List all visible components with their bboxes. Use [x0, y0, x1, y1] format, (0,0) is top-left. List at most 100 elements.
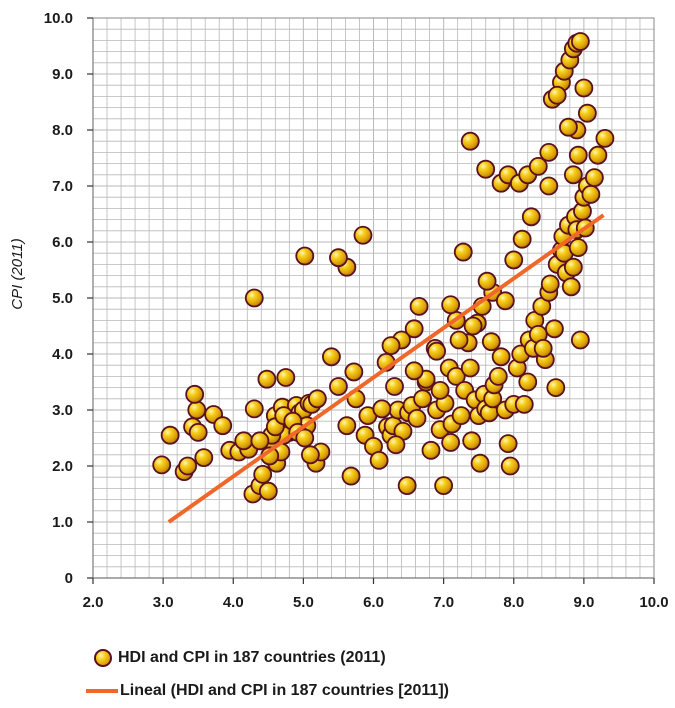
- scatter-point: [470, 453, 490, 473]
- x-tick-label: 6.0: [363, 594, 384, 611]
- scatter-point: [504, 250, 524, 270]
- legend-item-scatter: HDI and CPI in 187 countries (2011): [86, 646, 646, 670]
- scatter-point: [188, 422, 208, 442]
- scatter-point: [413, 389, 432, 409]
- scatter-point: [194, 448, 214, 468]
- scatter-chart: 2.0 3.0 4.0 5.0 6.0 7.0 8.0 9.0 10.0 0 1.0 2.0 3.0 4.…: [9, 10, 669, 611]
- scatter-point: [446, 366, 466, 386]
- scatter-point: [404, 319, 424, 339]
- scatter-point: [588, 145, 608, 165]
- scatter-point: [581, 184, 601, 204]
- scatter-point: [178, 456, 198, 476]
- x-tick-label: 9.0: [573, 594, 594, 611]
- legend-item-trendline: Lineal (HDI and CPI in 187 countries [20…: [86, 679, 646, 703]
- legend-label-scatter: HDI and CPI in 187 countries (2011): [118, 649, 386, 666]
- scatter-point: [369, 450, 389, 470]
- y-axis-title: CPI (2011): [9, 238, 26, 309]
- scatter-point: [495, 291, 515, 311]
- y-tick-label: 2.0: [52, 458, 73, 475]
- scatter-point: [546, 378, 566, 398]
- scatter-point: [595, 128, 615, 148]
- scatter-point: [568, 238, 588, 258]
- trendline: [167, 213, 605, 524]
- scatter-point: [528, 156, 548, 176]
- line-marker-icon: [86, 689, 118, 693]
- scatter-point: [276, 368, 296, 387]
- y-tick-label: 4.0: [52, 346, 73, 363]
- scatter-point: [295, 428, 315, 448]
- scatter-point: [514, 394, 534, 414]
- scatter-point: [570, 330, 590, 350]
- x-tick-label: 2.0: [83, 594, 104, 611]
- scatter-point: [421, 440, 441, 460]
- scatter-point: [577, 103, 597, 123]
- scatter-point: [460, 131, 480, 151]
- scatter-point: [329, 248, 348, 268]
- scatter-point: [322, 347, 341, 367]
- scatter-point: [540, 274, 560, 294]
- scatter-point: [488, 366, 508, 386]
- scatter-point: [545, 319, 564, 339]
- scatter-point: [341, 466, 361, 486]
- y-tick-label: 10.0: [44, 10, 73, 27]
- scatter-point: [430, 380, 450, 400]
- scatter-point: [329, 377, 348, 396]
- scatter-point: [257, 369, 277, 389]
- scatter-point: [253, 464, 273, 484]
- scatter-point: [185, 384, 205, 404]
- scatter-point: [295, 246, 315, 266]
- scatter-point: [441, 433, 461, 452]
- scatter-point: [386, 435, 406, 455]
- scatter-point: [491, 347, 511, 367]
- y-tick-label: 8.0: [52, 122, 73, 139]
- scatter-point: [547, 85, 567, 105]
- scatter-point: [559, 117, 578, 137]
- trendline-layer: [167, 213, 605, 524]
- scatter-point: [244, 288, 264, 308]
- scatter-point: [568, 145, 588, 165]
- x-tick-label: 10.0: [639, 594, 668, 611]
- scatter-point: [427, 341, 447, 361]
- scatter-point: [463, 316, 483, 336]
- scatter-point: [451, 406, 471, 426]
- scatter-point: [337, 416, 357, 436]
- scatter-point: [307, 389, 327, 409]
- scatter-point: [409, 296, 429, 316]
- scatter-point: [563, 257, 583, 277]
- y-tick-label: 7.0: [52, 178, 73, 195]
- y-tick-label: 0: [65, 570, 73, 587]
- scatter-point: [574, 78, 594, 98]
- scatter-point: [381, 336, 401, 356]
- scatter-point: [570, 32, 590, 51]
- scatter-point: [213, 416, 233, 436]
- scatter-point: [397, 476, 417, 496]
- scatter-point: [385, 377, 404, 396]
- scatter-point: [344, 362, 364, 382]
- scatter-points: [152, 32, 615, 504]
- scatter-point: [258, 481, 278, 501]
- y-tick-label: 6.0: [52, 234, 73, 251]
- x-tick-label: 3.0: [153, 594, 174, 611]
- scatter-point: [563, 165, 583, 185]
- circle-marker-icon: [94, 649, 112, 667]
- x-tick-label: 7.0: [433, 594, 454, 611]
- scatter-point: [187, 400, 207, 420]
- scatter-point: [512, 229, 532, 249]
- scatter-point: [152, 455, 172, 475]
- scatter-point: [539, 176, 559, 196]
- y-tick-label: 5.0: [52, 290, 73, 307]
- scatter-point: [518, 372, 538, 392]
- scatter-point: [300, 445, 320, 465]
- x-tick-label: 8.0: [503, 594, 524, 611]
- scatter-point: [441, 295, 461, 315]
- scatter-point: [250, 431, 270, 451]
- scatter-point: [481, 332, 501, 352]
- scatter-point: [521, 207, 541, 227]
- scatter-point: [460, 358, 480, 378]
- scatter-point: [453, 242, 473, 262]
- scatter-point: [539, 142, 559, 162]
- scatter-point: [476, 159, 496, 179]
- scatter-point: [234, 431, 254, 451]
- y-tick-label: 9.0: [52, 66, 73, 83]
- x-tick-label: 4.0: [223, 594, 244, 611]
